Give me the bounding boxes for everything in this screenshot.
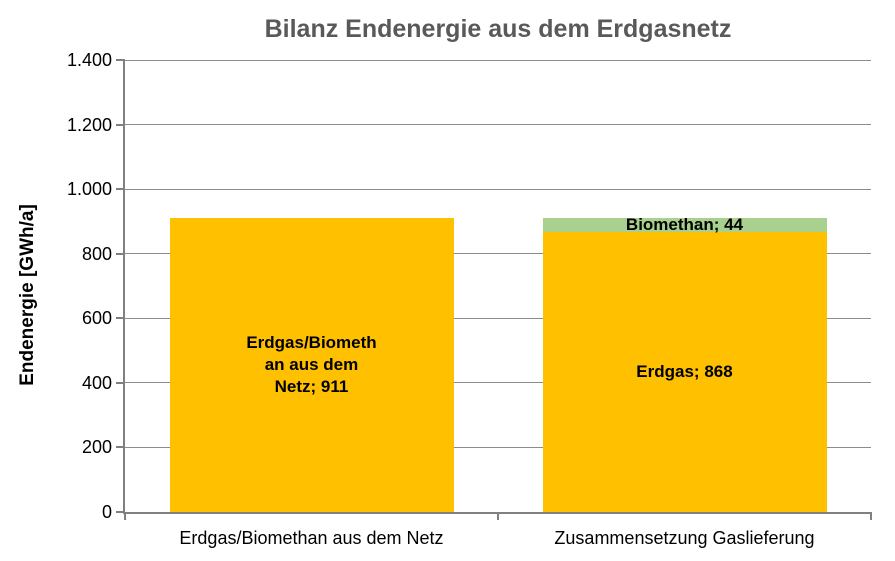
bar-segment-erdgas-biomethan-aus-dem-netz [169,217,454,512]
y-axis-tick [116,252,125,255]
bar-label-line: Erdgas; 868 [636,361,733,381]
gridline [125,59,871,61]
bar-label-line: Biomethan; 44 [625,214,744,234]
y-tick-label: 200 [81,437,112,458]
y-tick-label: 600 [81,308,112,329]
gridline [125,188,871,190]
y-axis-tick [116,446,125,449]
bar-segment-label-erdgas-biomethan-aus-dem-netz: Erdgas/Biometh an aus dem Netz; 911 [170,218,454,512]
y-tick-label: 0 [101,502,112,522]
x-axis-tick [870,512,872,520]
category-label: Zusammensetzung Gaslieferung [554,528,815,548]
y-axis-tick [116,317,125,320]
y-axis-tick [116,59,125,61]
bar-segment-biomethan [542,217,827,232]
y-axis-tick [116,123,125,126]
y-tick-label: 1.200 [66,114,112,135]
x-axis-tick [124,512,126,520]
gridline [125,124,871,126]
gridline [125,317,871,319]
y-axis-tick [116,188,125,191]
y-axis-line [123,60,125,514]
chart-title: Bilanz Endenergie aus dem Erdgasnetz [264,15,732,43]
bar-segment-label-biomethan: Biomethan; 44 [543,215,827,234]
bar-segment-label-erdgas: Erdgas; 868 [543,232,827,512]
bar-label-line: an aus dem [264,354,359,374]
gridline [125,253,871,255]
y-axis-tick [116,511,125,513]
y-tick-label: 800 [81,243,112,264]
y-axis-tick [116,381,125,384]
x-axis-tick [497,512,499,520]
bar-label-line: Netz; 911 [274,376,349,396]
y-tick-label: 400 [81,372,112,393]
bar-label-line: Erdgas/Biometh [246,332,377,352]
gridline [125,382,871,384]
y-tick-label: 1.000 [66,179,112,200]
gridline [125,446,871,448]
category-label: Erdgas/Biomethan aus dem Netz [179,528,444,548]
y-axis-title: Endenergie [GWh/a] [17,204,38,386]
bar-segment-erdgas [542,231,827,512]
y-tick-label: 1.400 [66,50,112,70]
